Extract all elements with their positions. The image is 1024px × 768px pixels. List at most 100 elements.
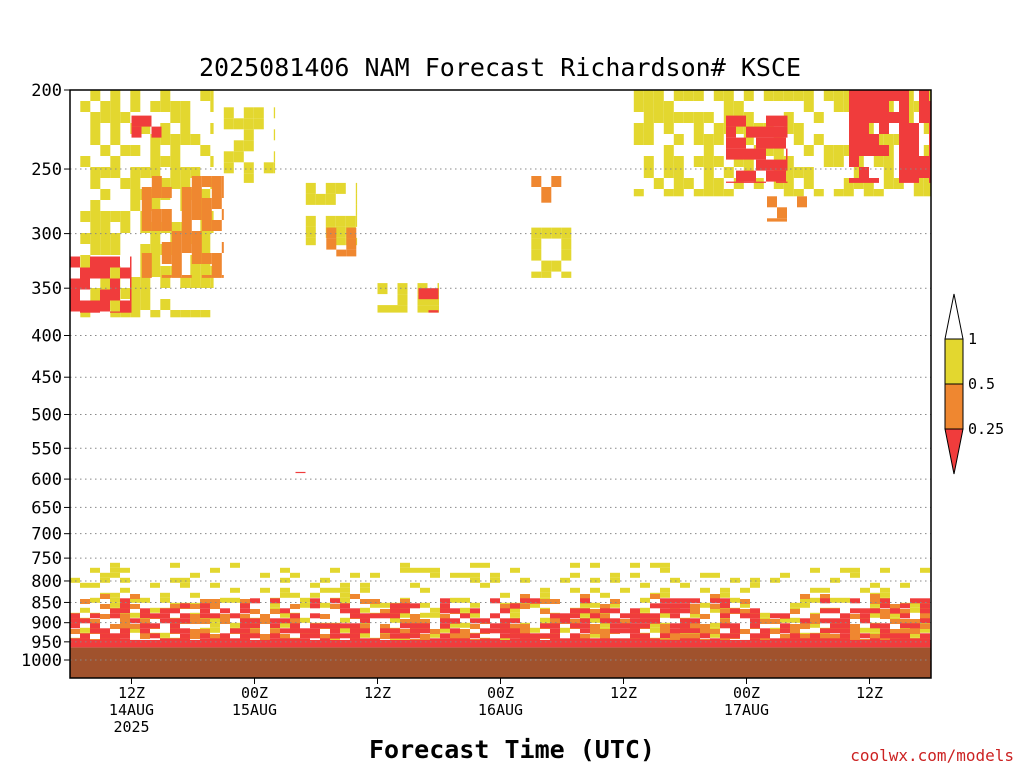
ri-cell (310, 633, 320, 639)
ri-cell (200, 608, 210, 614)
ri-cell (703, 112, 714, 123)
ri-cell (350, 628, 360, 634)
ri-cell (740, 629, 750, 634)
ri-cell (427, 305, 438, 313)
ri-cell (181, 209, 192, 220)
ri-cell (450, 628, 460, 634)
ri-cell (850, 634, 860, 639)
ri-cell (140, 277, 151, 288)
ri-cell (170, 167, 181, 178)
ri-cell (400, 633, 410, 639)
ri-cell (110, 633, 120, 639)
ri-cell (683, 90, 694, 101)
ri-cell (889, 112, 899, 123)
ri-cell (849, 178, 859, 183)
ri-cell (130, 288, 141, 299)
ri-cell (879, 90, 889, 101)
y-tick-label-700: 700 (31, 525, 62, 545)
ri-cell (140, 299, 151, 310)
ri-cell (350, 623, 360, 629)
ri-cell (480, 582, 490, 588)
ri-cell (350, 608, 360, 614)
ri-cell (909, 178, 919, 183)
ri-cell (650, 613, 660, 619)
ri-cell (899, 134, 909, 145)
ri-cell (360, 613, 370, 619)
ri-cell (210, 211, 214, 222)
ri-cell (120, 614, 130, 619)
ri-cell (830, 577, 840, 583)
ri-cell (859, 145, 869, 156)
ri-cell (920, 567, 930, 573)
ri-cell (420, 567, 430, 573)
ri-cell (849, 134, 859, 145)
ri-cell (776, 115, 786, 127)
ri-cell (90, 288, 101, 299)
ri-cell (315, 193, 326, 205)
ri-cell (580, 612, 590, 618)
x-tick-label: 17AUG (724, 701, 769, 719)
ri-cell (673, 189, 684, 197)
ri-cell (633, 189, 644, 197)
ri-cell (221, 176, 224, 187)
ri-cell (201, 209, 212, 220)
ri-cell (340, 623, 350, 629)
y-tick-label-900: 900 (31, 614, 62, 634)
ri-cell (570, 623, 580, 629)
ri-cell (100, 594, 110, 599)
ri-cell (250, 623, 260, 629)
ri-cell (810, 597, 820, 603)
ri-cell (783, 112, 794, 123)
ri-cell (610, 608, 620, 614)
ri-cell (130, 101, 141, 112)
ri-cell (100, 614, 110, 619)
ri-cell (161, 242, 172, 253)
ri-cell (300, 602, 310, 608)
ri-cell (170, 608, 180, 614)
y-tick-label-550: 550 (31, 439, 62, 459)
ri-cell (920, 614, 930, 619)
ri-cell (900, 613, 910, 619)
ri-cell (80, 582, 90, 588)
ri-cell (830, 628, 840, 634)
ri-cell (270, 602, 280, 608)
ri-cell (370, 599, 380, 604)
ri-cell (570, 608, 580, 614)
site-credit: coolwx.com/models (850, 746, 1014, 765)
ri-cell (600, 618, 610, 624)
ri-cell (776, 181, 786, 183)
ri-cell (660, 562, 670, 568)
ri-cell (100, 289, 110, 301)
ri-cell (70, 577, 80, 583)
ri-cell (387, 305, 398, 313)
ri-cell (746, 148, 756, 160)
x-tick-label: 16AUG (478, 701, 523, 719)
y-tick-label-400: 400 (31, 326, 62, 346)
ri-cell (210, 567, 220, 573)
ri-cell (330, 598, 340, 604)
ri-cell (743, 90, 754, 101)
ri-cell (750, 613, 760, 619)
ri-cell (756, 148, 766, 160)
y-tick-label-350: 350 (31, 279, 62, 299)
ri-cell (720, 619, 730, 624)
ri-cell (150, 582, 160, 588)
ri-cell (653, 112, 664, 123)
ri-cell (541, 198, 552, 203)
ri-cell (873, 189, 884, 197)
ri-cell (750, 623, 760, 629)
ri-cell (690, 604, 700, 609)
ri-cell (700, 633, 710, 639)
ri-cell (240, 633, 250, 639)
ri-cell (560, 618, 570, 624)
ri-cell (570, 613, 580, 619)
ri-cell (120, 112, 131, 123)
ri-cell (929, 112, 931, 123)
ri-cell (90, 178, 101, 189)
ri-cell (840, 597, 850, 603)
ri-cell (630, 572, 640, 578)
ri-cell (833, 145, 844, 156)
ri-cell (170, 101, 181, 112)
ri-cell (899, 123, 909, 134)
ri-cell (210, 622, 220, 628)
